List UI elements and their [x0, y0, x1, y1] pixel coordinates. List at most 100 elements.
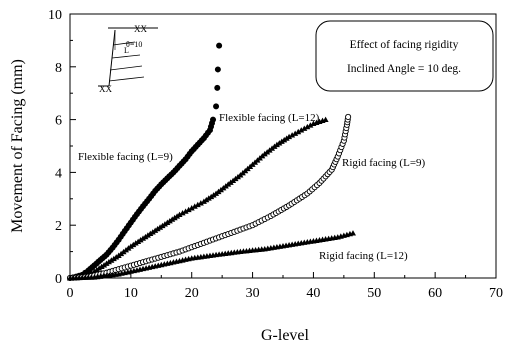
x-tick-label: 10: [124, 286, 138, 301]
data-point: [105, 258, 112, 265]
data-point: [292, 130, 299, 136]
x-tick-label: 70: [489, 286, 503, 301]
data-point: [191, 203, 198, 209]
data-point: [301, 125, 308, 131]
plot-frame: [69, 13, 497, 279]
series-1: [67, 116, 329, 281]
data-point: [164, 219, 171, 225]
data-point: [298, 127, 305, 133]
data-point: [174, 213, 181, 219]
note-line-1: Effect of facing rigidity: [350, 39, 459, 51]
series-0: [67, 42, 223, 281]
y-tick-label: 2: [55, 219, 62, 234]
data-point: [142, 233, 149, 240]
data-point: [304, 123, 311, 130]
data-point: [113, 254, 120, 260]
y-tick-label: 0: [55, 272, 62, 287]
data-point: [98, 263, 105, 270]
data-point: [214, 66, 221, 73]
data-point: [185, 206, 192, 213]
data-point: [349, 230, 356, 236]
svg-text:XX: XX: [99, 84, 112, 94]
data-point: [179, 209, 186, 216]
data-point: [110, 255, 117, 262]
data-point: [276, 140, 283, 146]
series-3: [67, 230, 356, 281]
plot-area: [69, 13, 497, 279]
data-point: [281, 136, 288, 143]
data-point: [289, 132, 296, 138]
series-label-rigid-l12: Rigid facing (L=12): [319, 250, 408, 262]
data-point: [295, 128, 302, 135]
y-tick-label: 8: [55, 61, 62, 76]
data-point: [135, 238, 142, 244]
data-point: [213, 103, 220, 110]
x-axis-title: G-level: [261, 327, 310, 344]
data-point: [137, 236, 144, 243]
note-line-2: Inclined Angle = 10 deg.: [347, 63, 461, 75]
data-point: [203, 196, 210, 203]
data-point: [210, 116, 217, 123]
data-point: [205, 195, 212, 201]
data-point: [154, 225, 161, 232]
data-point: [127, 243, 134, 249]
x-tick-label: 0: [67, 286, 74, 301]
data-point: [132, 240, 139, 246]
data-point: [273, 141, 280, 148]
data-point: [159, 222, 166, 229]
svg-text:L: L: [124, 46, 129, 55]
data-point: [169, 216, 176, 222]
x-tick-label: 40: [306, 286, 320, 301]
inset-schematic: XX XX θ=10 L: [98, 24, 158, 94]
data-point: [93, 266, 100, 273]
data-point: [108, 257, 115, 263]
y-tick-label: 4: [55, 166, 62, 181]
data-point: [216, 42, 223, 49]
data-point: [210, 192, 217, 198]
data-point: [307, 122, 314, 128]
data-point: [166, 217, 173, 224]
data-point: [171, 214, 178, 221]
data-point: [140, 235, 147, 241]
y-tick-label: 10: [48, 8, 62, 23]
series-label-rigid-l9: Rigid facing (L=9): [342, 157, 426, 169]
data-point: [152, 227, 159, 233]
x-tick-label: 60: [428, 286, 442, 301]
series-label-flexible-l9: Flexible facing (L=9): [78, 151, 173, 163]
data-point: [286, 133, 293, 140]
x-tick-label: 30: [246, 286, 260, 301]
data-point: [188, 205, 195, 211]
data-point: [278, 138, 285, 144]
data-point: [101, 262, 108, 268]
data-point: [283, 135, 290, 141]
data-point: [322, 116, 329, 122]
series-label-flexible-l12: Flexible facing (L=12): [219, 112, 320, 124]
data-point: [149, 229, 156, 235]
data-point: [208, 193, 215, 200]
data-point: [176, 211, 183, 218]
data-point: [345, 113, 352, 121]
data-point: [157, 224, 164, 230]
data-point: [144, 232, 151, 238]
x-tick-label: 50: [367, 286, 381, 301]
y-tick-label: 6: [55, 114, 62, 129]
series-layer: [66, 42, 356, 282]
data-point: [214, 84, 221, 91]
y-axis-title: Movement of Facing (mm): [9, 59, 26, 233]
inset-angle-label: θ=10: [126, 40, 142, 49]
data-point: [147, 230, 154, 237]
svg-text:XX: XX: [134, 24, 147, 34]
data-point: [130, 241, 137, 248]
data-point: [103, 260, 110, 266]
data-point: [161, 221, 168, 227]
data-point: [182, 208, 189, 214]
data-point: [200, 198, 207, 204]
x-tick-label: 20: [185, 286, 199, 301]
note-box: [315, 20, 494, 92]
y-axis: 0 2 4 6 8 10: [48, 8, 76, 287]
x-axis: 0 10 20 30 40 50 60 70: [67, 272, 503, 301]
data-point: [96, 265, 103, 271]
data-point: [194, 201, 201, 208]
data-point: [197, 200, 204, 206]
